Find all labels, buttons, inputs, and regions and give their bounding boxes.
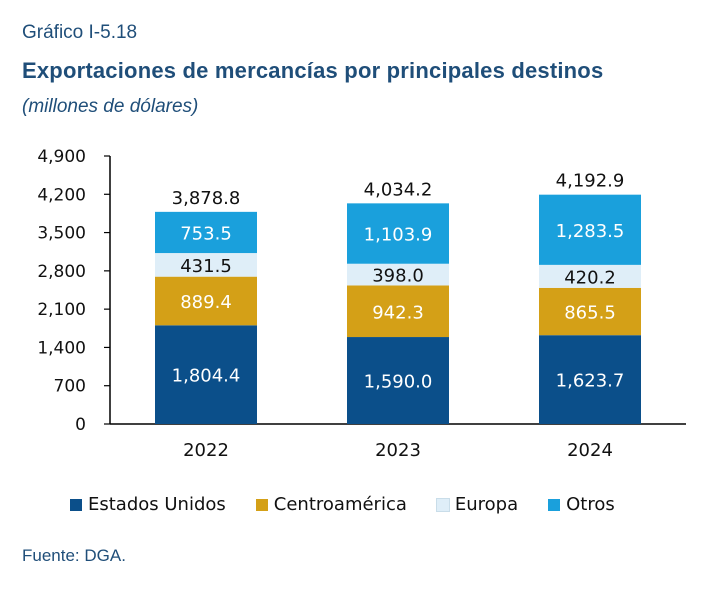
bar-value-label: 1,804.4 — [172, 366, 241, 387]
bar-segment — [539, 194, 641, 265]
bar-value-label: 420.2 — [564, 267, 616, 288]
bar-segment — [347, 263, 449, 286]
bar-value-label: 1,103.9 — [364, 225, 433, 246]
legend-item-centroamerica: Centroamérica — [255, 494, 407, 515]
bar-value-label: 889.4 — [180, 292, 232, 313]
bar-segment — [539, 335, 641, 424]
bar-total-label: 3,878.8 — [172, 188, 241, 209]
legend-swatch-otros — [548, 498, 561, 511]
chart-title: Exportaciones de mercancías por principa… — [22, 58, 604, 83]
bar-value-label: 753.5 — [180, 223, 232, 244]
x-tick-label: 2023 — [375, 440, 421, 461]
legend-label-centroamerica: Centroamérica — [273, 494, 407, 515]
legend-swatch-estados-unidos — [70, 498, 82, 511]
y-tick-label: 3,500 — [37, 224, 86, 244]
legend-item-estados-unidos: Estados Unidos — [70, 494, 226, 515]
chart-caption: Gráfico I-5.18 — [22, 22, 138, 43]
y-tick-label: 2,800 — [37, 262, 86, 282]
chart-legend: Estados Unidos Centroamérica Europa Otro… — [70, 494, 645, 515]
bar-segment — [347, 337, 449, 424]
bar-total-label: 4,192.9 — [556, 171, 625, 192]
bar-value-label: 942.3 — [372, 302, 424, 323]
legend-swatch-centroamerica — [255, 498, 268, 511]
bar-value-label: 1,283.5 — [556, 221, 625, 242]
bar-value-label: 1,623.7 — [556, 371, 625, 392]
bar-total-label: 4,034.2 — [364, 179, 433, 200]
bar-segment — [347, 203, 449, 264]
y-tick-label: 0 — [75, 415, 86, 435]
bar-value-label: 1,590.0 — [364, 372, 433, 393]
x-tick-label: 2022 — [183, 440, 229, 461]
bar-segment — [539, 264, 641, 288]
bar-value-label: 431.5 — [180, 256, 232, 277]
bar-segment — [155, 211, 257, 254]
bar-value-label: 865.5 — [564, 303, 616, 324]
chart-source: Fuente: DGA. — [22, 546, 126, 565]
legend-label-estados-unidos: Estados Unidos — [88, 494, 226, 515]
bar-segment — [155, 325, 257, 424]
legend-item-otros: Otros — [548, 494, 615, 515]
bar-segment — [155, 276, 257, 326]
y-tick-label: 2,100 — [37, 300, 86, 320]
legend-item-europa: Europa — [435, 494, 519, 515]
legend-label-otros: Otros — [566, 494, 615, 515]
legend-swatch-europa — [435, 497, 450, 512]
bar-value-label: 398.0 — [372, 266, 424, 287]
y-tick-label: 700 — [54, 377, 86, 397]
legend-label-europa: Europa — [454, 494, 519, 515]
x-tick-label: 2024 — [567, 440, 613, 461]
y-tick-label: 1,400 — [37, 338, 86, 358]
y-tick-label: 4,900 — [37, 147, 86, 167]
bar-segment — [155, 253, 257, 277]
y-tick-label: 4,200 — [37, 185, 86, 205]
chart-subtitle: (millones de dólares) — [22, 96, 199, 117]
bar-segment — [539, 287, 641, 336]
bar-segment — [347, 285, 449, 338]
